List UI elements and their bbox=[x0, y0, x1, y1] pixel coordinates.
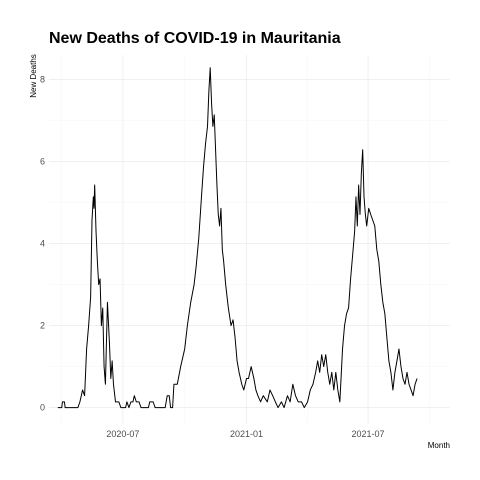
y-tick-label: 8 bbox=[40, 75, 45, 85]
y-tick-label: 0 bbox=[40, 403, 45, 413]
y-tick-label: 6 bbox=[40, 157, 45, 167]
grid bbox=[49, 55, 450, 424]
x-tick-labels: 2020-07 2021-01 2021-07 bbox=[106, 429, 384, 439]
y-tick-label: 4 bbox=[40, 239, 45, 249]
y-tick-label: 2 bbox=[40, 321, 45, 331]
x-tick-label: 2020-07 bbox=[106, 429, 139, 439]
x-tick-label: 2021-01 bbox=[230, 429, 263, 439]
x-axis-title: Month bbox=[428, 441, 450, 450]
series-group bbox=[57, 67, 418, 409]
chart-title: New Deaths of COVID-19 in Mauritania bbox=[49, 30, 341, 47]
x-tick-label: 2021-07 bbox=[352, 429, 385, 439]
series-line bbox=[57, 67, 418, 409]
y-axis-title: New Deaths bbox=[29, 54, 38, 98]
y-tick-labels: 0 2 4 6 8 bbox=[40, 75, 45, 413]
